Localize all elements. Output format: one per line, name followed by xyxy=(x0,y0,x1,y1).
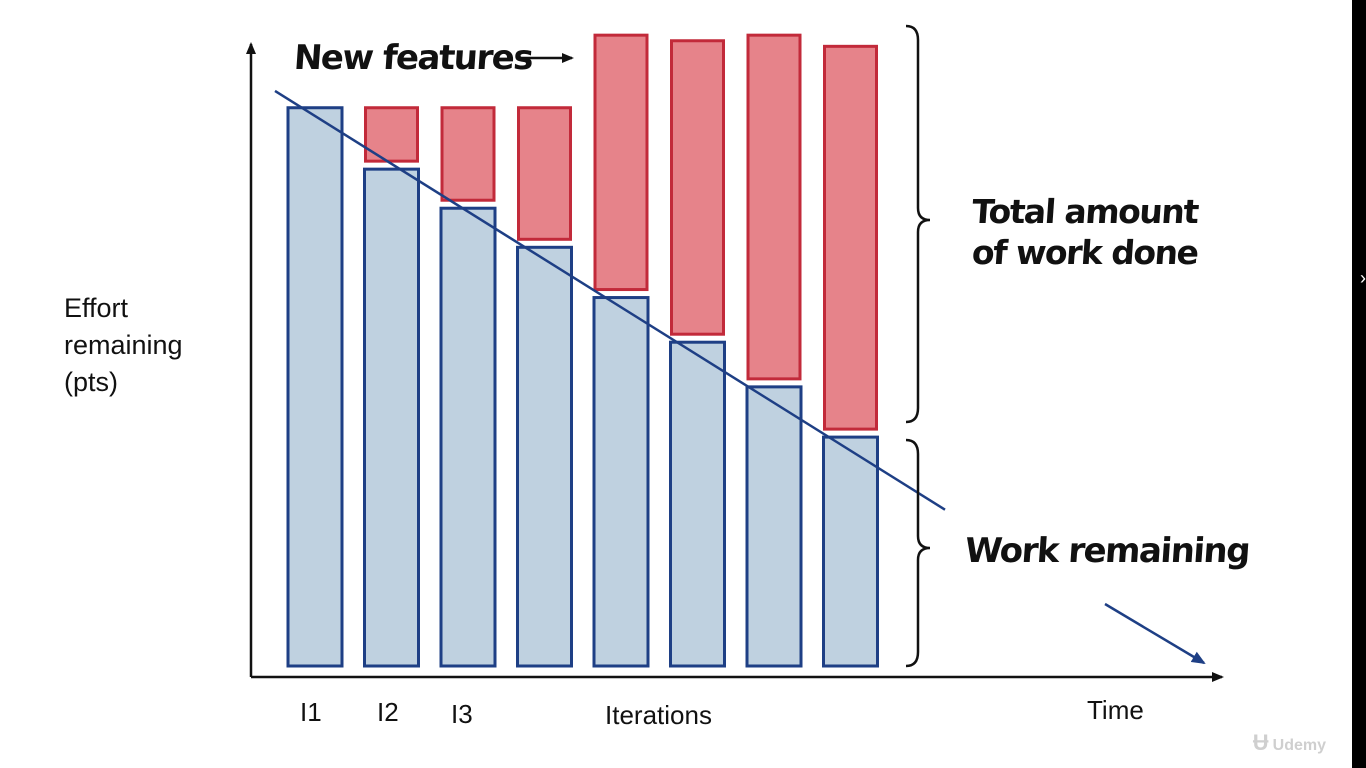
work-remaining-bar xyxy=(592,296,650,668)
trend-line xyxy=(274,89,946,511)
new-features-bar xyxy=(440,106,496,202)
tick-label-i1: I1 xyxy=(300,697,322,727)
work-remaining-bar xyxy=(363,167,420,668)
y-axis-label-line: Effort xyxy=(64,293,129,323)
work-remaining-annotation: Work remaining xyxy=(963,531,1251,571)
total-work-annotation-line2: of work done xyxy=(970,233,1199,272)
work-remaining-brace xyxy=(905,438,931,668)
work-remaining-bar xyxy=(286,106,344,668)
new-features-bar xyxy=(823,44,878,431)
new-features-bar xyxy=(746,33,802,381)
udemy-logo-icon: Ʉ xyxy=(1252,730,1269,755)
x-axis-label: Time xyxy=(1087,695,1144,725)
tick-label-i2: I2 xyxy=(377,697,399,727)
iterations-label: Iterations xyxy=(605,700,712,730)
udemy-watermark: Ʉ Udemy xyxy=(1253,730,1326,756)
total-work-brace xyxy=(905,24,931,424)
work-remaining-bar xyxy=(516,245,573,668)
work-remaining-bar xyxy=(822,435,879,668)
udemy-wordmark: Udemy xyxy=(1272,737,1326,754)
new-features-bar xyxy=(517,106,572,241)
trend-arrow xyxy=(1104,602,1206,665)
work-remaining-bar xyxy=(745,385,803,668)
work-remaining-bar xyxy=(669,340,726,668)
new-features-bar xyxy=(593,33,649,292)
new-features-bar xyxy=(670,39,725,336)
y-axis-label-line: remaining xyxy=(64,330,183,360)
tick-label-i3: I3 xyxy=(451,699,473,729)
y-axis-label-line: (pts) xyxy=(64,367,118,397)
total-work-annotation-line1: Total amount xyxy=(970,192,1200,231)
chevron-right-icon[interactable]: › xyxy=(1360,268,1366,288)
y-axis-label: Effort remaining (pts) xyxy=(64,290,183,401)
new-features-annotation: New features xyxy=(292,38,534,78)
work-remaining-bar xyxy=(439,206,497,668)
